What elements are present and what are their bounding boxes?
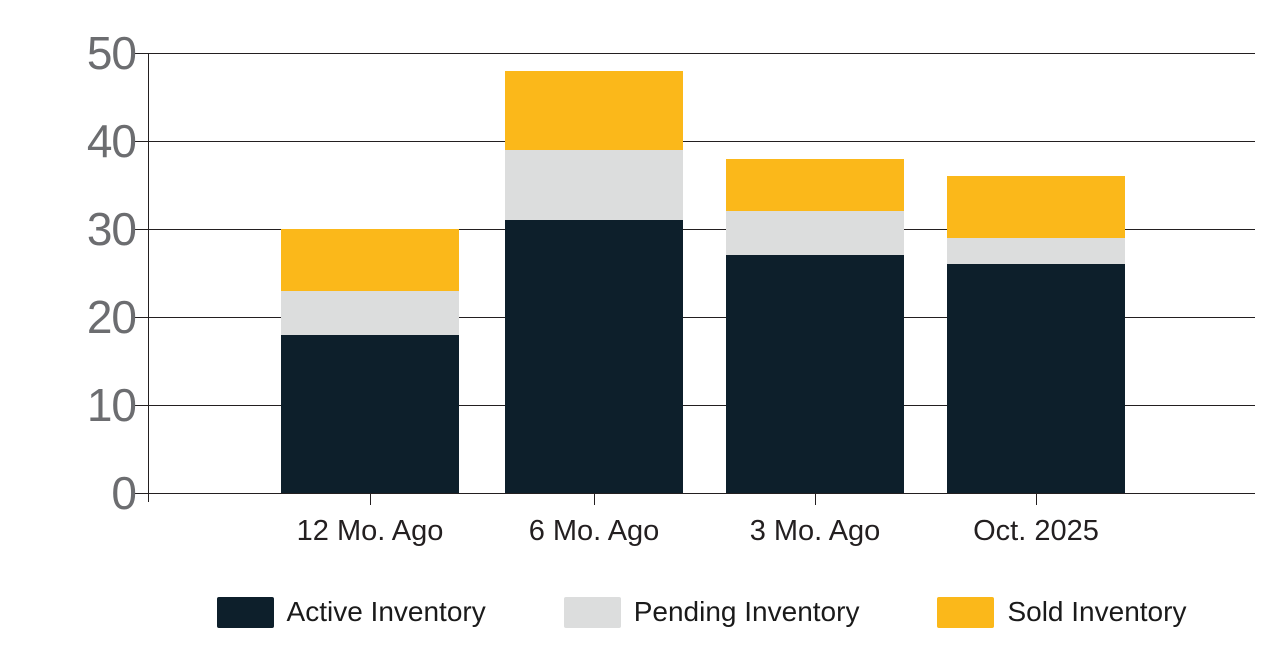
x-axis-label-1: 12 Mo. Ago <box>296 515 444 547</box>
y-axis-tick-10 <box>135 405 148 406</box>
segment-pending-inventory <box>947 237 1125 265</box>
gridline-y-0 <box>148 493 1255 494</box>
x-axis-label-2: 6 Mo. Ago <box>528 515 660 547</box>
x-axis-label-3: 3 Mo. Ago <box>749 515 881 547</box>
segment-sold-inventory <box>505 70 683 150</box>
y-axis-label-30: 30 <box>86 203 137 255</box>
bar-12-mo-ago <box>281 229 459 493</box>
x-axis-label-4: Oct. 2025 <box>973 515 1099 547</box>
gridline-y-50 <box>148 53 1255 54</box>
legend-swatch-icon <box>937 596 995 628</box>
segment-pending-inventory <box>281 290 459 335</box>
gridline-y-30 <box>148 229 1255 230</box>
segment-pending-inventory <box>505 149 683 221</box>
gridline-y-20 <box>148 317 1255 318</box>
segment-pending-inventory <box>726 211 904 256</box>
x-axis-tick-3 <box>815 493 816 505</box>
y-axis-tick-50 <box>135 53 148 54</box>
segment-sold-inventory <box>281 229 459 291</box>
y-axis-tick-30 <box>135 229 148 230</box>
x-axis-tick-1 <box>370 493 371 505</box>
legend: Active Inventory Pending Inventory Sold In… <box>148 596 1255 628</box>
segment-active-inventory <box>947 264 1125 493</box>
legend-item-sold-inventory: Sold Inventory <box>937 596 1186 628</box>
segment-sold-inventory <box>726 158 904 212</box>
segment-active-inventory <box>505 220 683 493</box>
y-axis-label-50: 50 <box>86 27 137 79</box>
segment-sold-inventory <box>947 176 1125 238</box>
gridline-y-10 <box>148 405 1255 406</box>
legend-swatch-icon <box>563 596 621 628</box>
bar-oct-2025 <box>947 176 1125 493</box>
y-axis-label-40: 40 <box>86 115 137 167</box>
y-axis-tick-40 <box>135 141 148 142</box>
bar-3-mo-ago <box>726 158 904 493</box>
gridline-y-40 <box>148 141 1255 142</box>
legend-swatch-icon <box>216 596 274 628</box>
y-axis-label-20: 20 <box>86 291 137 343</box>
legend-label: Pending Inventory <box>633 596 860 627</box>
y-axis-tick-0 <box>135 493 148 494</box>
x-axis-tick-2 <box>594 493 595 505</box>
legend-label: Active Inventory <box>286 596 486 627</box>
legend-item-pending-inventory: Pending Inventory <box>563 596 860 628</box>
y-axis-line <box>148 53 149 502</box>
segment-active-inventory <box>726 255 904 493</box>
y-axis-label-10: 10 <box>86 379 137 431</box>
legend-label: Sold Inventory <box>1007 596 1187 627</box>
plot-area <box>135 53 1255 505</box>
x-axis-tick-4 <box>1036 493 1037 505</box>
y-axis-label-0: 0 <box>111 467 137 519</box>
y-axis-tick-20 <box>135 317 148 318</box>
segment-active-inventory <box>281 334 459 493</box>
bar-6-mo-ago <box>505 70 683 493</box>
legend-item-active-inventory: Active Inventory <box>216 596 486 628</box>
